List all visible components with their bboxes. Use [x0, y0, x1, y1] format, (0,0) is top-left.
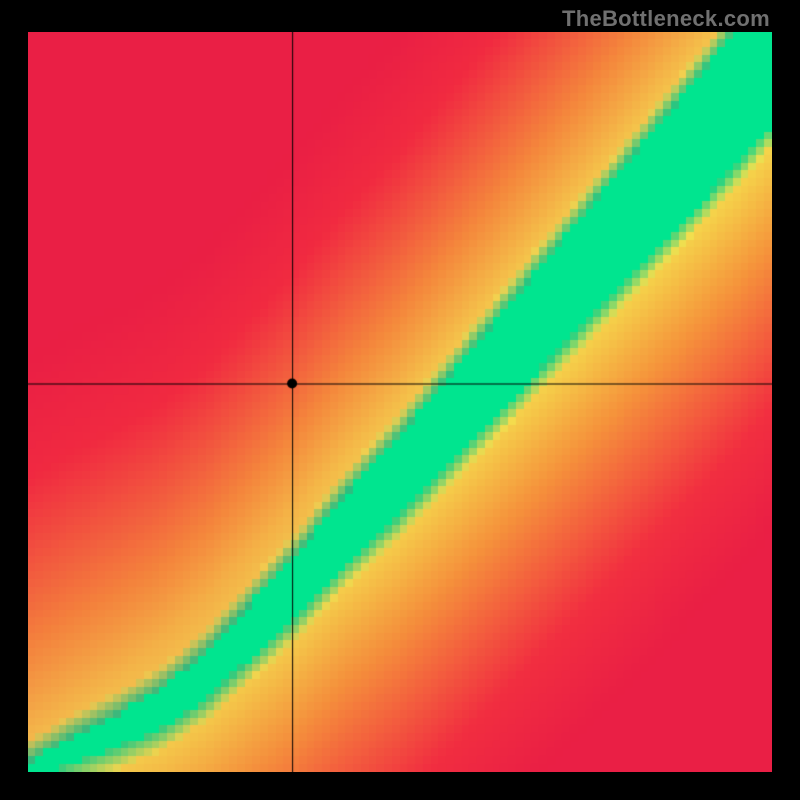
watermark-text: TheBottleneck.com [562, 6, 770, 32]
chart-container: TheBottleneck.com [0, 0, 800, 800]
bottleneck-heatmap [28, 32, 772, 772]
